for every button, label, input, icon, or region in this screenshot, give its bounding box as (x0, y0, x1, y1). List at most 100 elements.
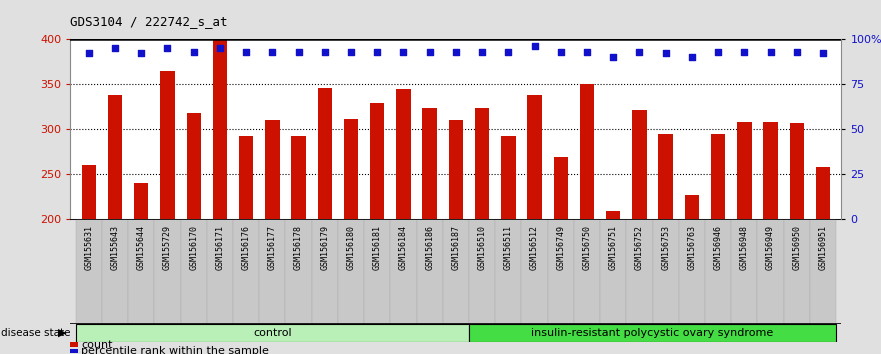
Bar (181, 219, 207, 324)
Bar (207, 219, 233, 324)
Text: GSM156749: GSM156749 (556, 225, 566, 270)
Point (711, 49, 725, 55)
Text: GSM156178: GSM156178 (294, 225, 303, 270)
Point (160, 45, 174, 51)
Bar (265, 120, 279, 219)
Bar (160, 70, 174, 219)
Bar (737, 122, 751, 219)
Text: GSM156948: GSM156948 (740, 225, 749, 270)
Text: GDS3104 / 222742_s_at: GDS3104 / 222742_s_at (70, 15, 228, 28)
Point (633, 49, 647, 55)
Point (108, 45, 122, 51)
Bar (711, 134, 725, 219)
Point (606, 54, 620, 60)
Bar (606, 211, 620, 219)
Bar (600, 219, 626, 324)
Text: GSM156752: GSM156752 (635, 225, 644, 270)
Point (764, 49, 778, 55)
Bar (396, 90, 411, 219)
Bar (685, 195, 700, 219)
Bar (553, 157, 568, 219)
Text: GSM156753: GSM156753 (661, 225, 670, 270)
Point (370, 49, 384, 55)
Bar (292, 136, 306, 219)
Point (475, 49, 489, 55)
Text: percentile rank within the sample: percentile rank within the sample (81, 346, 270, 354)
Point (528, 43, 542, 49)
Point (396, 49, 411, 55)
Text: GSM156186: GSM156186 (426, 225, 434, 270)
Bar (705, 219, 731, 324)
Text: disease state: disease state (1, 328, 70, 338)
Bar (107, 95, 122, 219)
Point (448, 49, 463, 55)
Text: GSM155631: GSM155631 (85, 225, 93, 270)
Text: GSM156950: GSM156950 (792, 225, 802, 270)
Point (318, 49, 332, 55)
Bar (390, 219, 417, 324)
Text: count: count (81, 340, 113, 350)
Bar (364, 219, 390, 324)
Point (554, 49, 568, 55)
Point (239, 49, 253, 55)
Text: ▶: ▶ (57, 328, 66, 338)
Point (292, 49, 306, 55)
Bar (338, 219, 364, 324)
Bar (312, 219, 338, 324)
Bar (789, 123, 804, 219)
Bar (816, 167, 830, 219)
Text: GSM156184: GSM156184 (399, 225, 408, 270)
Point (344, 49, 358, 55)
Point (187, 49, 201, 55)
Bar (154, 219, 181, 324)
Text: control: control (253, 328, 292, 338)
Bar (678, 219, 705, 324)
Text: GSM156187: GSM156187 (451, 225, 461, 270)
Point (265, 49, 279, 55)
Bar (495, 219, 522, 324)
Bar (653, 219, 678, 324)
Bar (423, 108, 437, 219)
Bar (259, 219, 285, 324)
Text: GSM155644: GSM155644 (137, 225, 145, 270)
Text: GSM156171: GSM156171 (216, 225, 225, 270)
Point (580, 49, 594, 55)
Bar (810, 219, 836, 324)
Point (816, 51, 830, 56)
Bar (212, 39, 227, 219)
Bar (417, 219, 443, 324)
Bar (626, 219, 653, 324)
Text: GSM156170: GSM156170 (189, 225, 198, 270)
Text: GSM156180: GSM156180 (346, 225, 356, 270)
Text: GSM156510: GSM156510 (478, 225, 486, 270)
Bar (285, 219, 312, 324)
Text: GSM156750: GSM156750 (582, 225, 591, 270)
Point (659, 51, 673, 56)
Bar (763, 122, 778, 219)
Bar (370, 103, 384, 219)
Bar (784, 219, 810, 324)
Text: GSM156763: GSM156763 (687, 225, 696, 270)
Bar (70, 342, 78, 347)
Bar (469, 324, 836, 342)
Text: GSM156177: GSM156177 (268, 225, 277, 270)
Bar (469, 219, 495, 324)
Bar (70, 349, 78, 353)
Point (501, 49, 515, 55)
Text: GSM156751: GSM156751 (609, 225, 618, 270)
Bar (233, 219, 259, 324)
Bar (574, 219, 600, 324)
Bar (448, 120, 463, 219)
Bar (318, 88, 332, 219)
Bar (758, 219, 784, 324)
Bar (580, 84, 594, 219)
Text: GSM156511: GSM156511 (504, 225, 513, 270)
Point (737, 49, 751, 55)
Bar (187, 113, 201, 219)
Bar (443, 219, 469, 324)
Bar (344, 119, 359, 219)
Text: GSM155729: GSM155729 (163, 225, 172, 270)
Point (789, 49, 803, 55)
Bar (633, 110, 647, 219)
Point (213, 45, 227, 51)
